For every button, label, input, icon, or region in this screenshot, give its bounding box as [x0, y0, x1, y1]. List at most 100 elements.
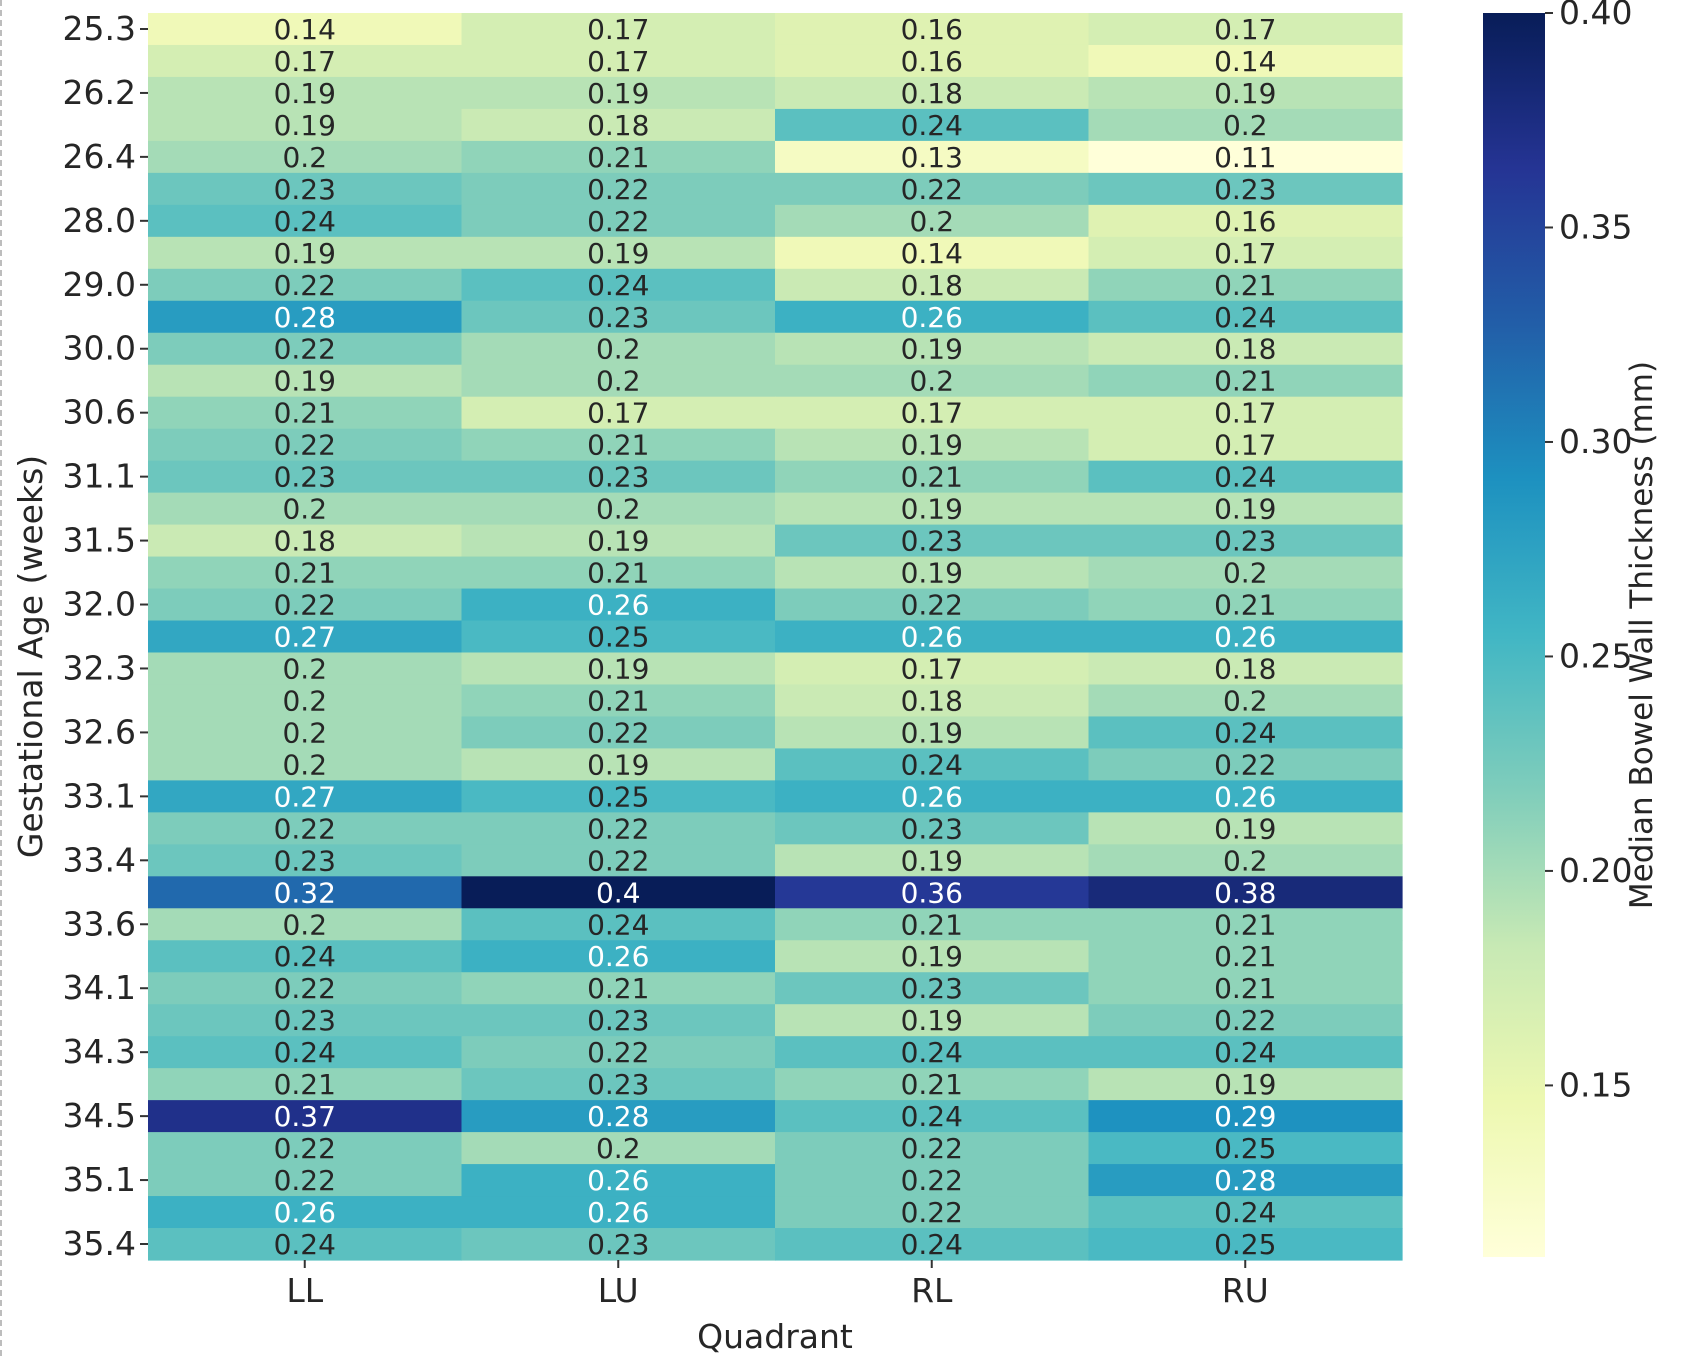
cell-value-label: 0.2: [282, 748, 327, 781]
x-tick-label: RL: [911, 1271, 953, 1310]
cell-value-label: 0.19: [274, 365, 336, 398]
heatmap-cell: [775, 1100, 1090, 1133]
cell-value-label: 0.28: [587, 1100, 649, 1133]
cell-value-label: 0.24: [274, 1228, 336, 1261]
cell-value-label: 0.25: [587, 621, 649, 654]
heatmap-cell: [1088, 428, 1403, 462]
heatmap-cell: [461, 172, 776, 206]
cell-value-label: 0.21: [587, 557, 649, 590]
y-tick-label: 35.4: [63, 1224, 136, 1263]
heatmap-cell: [148, 972, 463, 1005]
cell-value-label: 0.2: [596, 493, 641, 526]
heatmap-cell: [461, 940, 776, 973]
cell-value-label: 0.23: [587, 1004, 649, 1037]
cell-value-label: 0.19: [901, 1004, 963, 1037]
cell-value-label: 0.26: [901, 780, 963, 813]
x-tick-label: RU: [1222, 1271, 1269, 1310]
cell-value-label: 0.23: [274, 461, 336, 494]
cell-value-label: 0.23: [274, 173, 336, 206]
cell-value-label: 0.26: [587, 1196, 649, 1229]
cell-value-label: 0.18: [901, 77, 963, 110]
cell-value-label: 0.21: [901, 908, 963, 941]
heatmap-cell: [775, 268, 1090, 302]
heatmap-cell: [148, 620, 463, 654]
cell-value-label: 0.25: [1214, 1228, 1276, 1261]
cell-value-label: 0.19: [274, 109, 336, 142]
heatmap-cell: [775, 76, 1090, 110]
heatmap-cell: [461, 492, 776, 526]
cell-value-label: 0.23: [901, 525, 963, 558]
cell-value-label: 0.19: [1214, 493, 1276, 526]
heatmap-cell: [1088, 268, 1403, 302]
heatmap-cell: [148, 556, 463, 590]
heatmap-cell: [1088, 812, 1403, 845]
cell-value-label: 0.24: [274, 940, 336, 973]
cell-value-label: 0.2: [596, 365, 641, 398]
cell-value-label: 0.2: [1223, 684, 1268, 717]
cell-value-label: 0.24: [901, 1100, 963, 1133]
cell-value-label: 0.22: [587, 173, 649, 206]
cell-value-label: 0.21: [274, 397, 336, 430]
cell-value-label: 0.2: [1223, 844, 1268, 877]
cell-value-label: 0.19: [587, 77, 649, 110]
heatmap-cell: [461, 588, 776, 622]
cell-value-label: 0.21: [1214, 589, 1276, 622]
heatmap-cell: [1088, 940, 1403, 973]
heatmap-cell: [1088, 492, 1403, 526]
y-tick-label: 33.4: [63, 840, 136, 879]
heatmap-cell: [461, 556, 776, 590]
cell-value-label: 0.18: [901, 684, 963, 717]
heatmap-cell: [775, 908, 1090, 941]
cell-value-label: 0.24: [901, 1228, 963, 1261]
colorbar-tick-label: 0.40: [1559, 0, 1632, 32]
cell-value-label: 0.37: [274, 1100, 336, 1133]
heatmap-cell: [148, 492, 463, 526]
cell-value-label: 0.14: [1214, 45, 1276, 78]
cell-value-label: 0.24: [1214, 301, 1276, 334]
heatmap-cell: [148, 1196, 463, 1229]
heatmap-cell: [148, 684, 463, 718]
cell-value-label: 0.22: [901, 1132, 963, 1165]
heatmap-cell: [461, 876, 776, 909]
cell-value-label: 0.21: [587, 141, 649, 174]
cell-value-label: 0.17: [274, 45, 336, 78]
heatmap-cell: [1088, 108, 1403, 142]
cell-value-label: 0.17: [901, 652, 963, 685]
heatmap-cell: [1088, 460, 1403, 494]
y-axis-label: Gestational Age (weeks): [11, 455, 50, 858]
heatmap-cell: [1088, 972, 1403, 1005]
cell-value-label: 0.24: [901, 748, 963, 781]
cell-value-label: 0.16: [1214, 205, 1276, 238]
cell-value-label: 0.17: [1214, 13, 1276, 46]
heatmap-cell: [148, 780, 463, 813]
y-tick-label: 33.6: [63, 904, 136, 943]
heatmap-cell: [148, 716, 463, 750]
y-tick-label: 31.5: [63, 521, 136, 560]
cell-value-label: 0.23: [587, 461, 649, 494]
heatmap-cell: [1088, 76, 1403, 110]
heatmap-cell: [1088, 620, 1403, 654]
heatmap-cell: [775, 716, 1090, 750]
cell-value-label: 0.2: [282, 908, 327, 941]
heatmap-cell: [148, 652, 463, 686]
cell-value-label: 0.19: [901, 429, 963, 462]
heatmap-cell: [1088, 588, 1403, 622]
y-tick-label: 30.0: [63, 329, 136, 368]
heatmap-cell: [775, 1132, 1090, 1165]
heatmap-cell: [461, 1228, 776, 1261]
heatmap-cell: [148, 364, 463, 398]
colorbar-tick-label: 0.35: [1559, 207, 1632, 246]
cell-value-label: 0.17: [587, 397, 649, 430]
heatmap-cell: [1088, 172, 1403, 206]
cell-value-label: 0.19: [1214, 812, 1276, 845]
heatmap-cell: [1088, 844, 1403, 877]
heatmap-cell: [148, 844, 463, 877]
y-axis: 25.3 26.2 26.4 28.0 29.0 30.0 30.6 31.1 31.5 32.0…: [63, 9, 148, 1263]
heatmap-cell: [775, 972, 1090, 1005]
heatmap-cell: [775, 620, 1090, 654]
heatmap-cell: [775, 44, 1090, 78]
heatmap-cell: [461, 844, 776, 877]
heatmap-cell: [1088, 1228, 1403, 1261]
heatmap-cell: [775, 748, 1090, 781]
